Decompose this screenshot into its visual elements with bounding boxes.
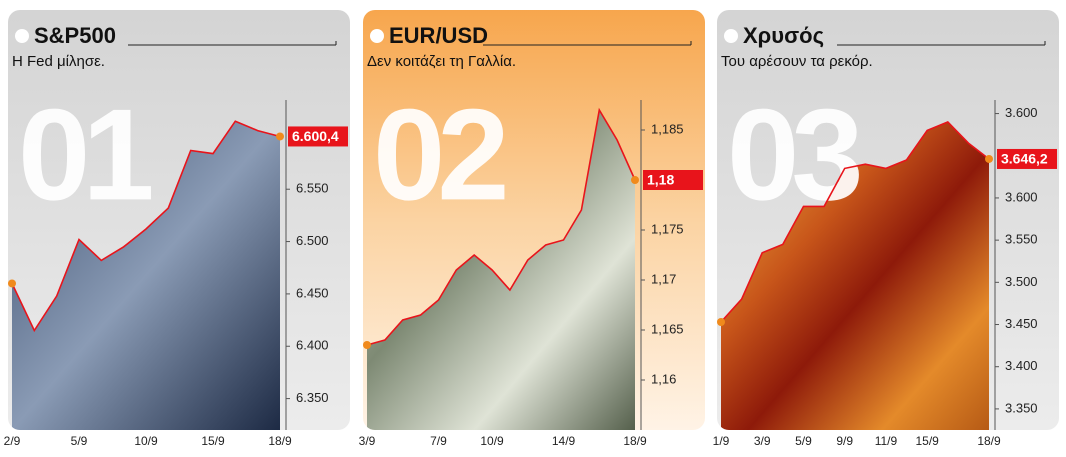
- value-label-box: [288, 126, 348, 147]
- y-tick-label: 3.450: [1005, 316, 1038, 331]
- y-tick-label: 6.350: [296, 390, 329, 405]
- y-tick-label: 3.350: [1005, 400, 1038, 415]
- x-tick-label: 18/9: [268, 434, 292, 448]
- end-dot: [985, 154, 993, 163]
- y-tick-label: 1,165: [651, 321, 684, 336]
- x-tick-label: 3/9: [359, 434, 376, 448]
- panel-title: EUR/USD: [389, 23, 488, 48]
- panel-subtitle: Η Fed μίλησε.: [12, 53, 105, 70]
- y-tick-label: 6.500: [296, 233, 329, 248]
- panel-clip: 03: [721, 81, 989, 430]
- x-tick-label: 7/9: [430, 434, 447, 448]
- value-label-box: [643, 170, 703, 190]
- x-tick-label: 1/9: [713, 434, 730, 448]
- x-tick-label: 18/9: [977, 434, 1001, 448]
- y-tick-label: 6.550: [296, 181, 329, 196]
- value-label: 1,18: [647, 172, 674, 188]
- y-tick-label: 1,16: [651, 371, 676, 386]
- end-dot: [631, 176, 639, 184]
- start-dot: [363, 341, 371, 349]
- badge-number: 01: [18, 81, 151, 227]
- y-tick-label: 3.600: [1005, 189, 1038, 204]
- photo-area: [367, 110, 635, 430]
- photo-area: [721, 122, 989, 430]
- photo-area: [12, 121, 280, 430]
- panel-subtitle: Δεν κοιτάζει τη Γαλλία.: [367, 53, 516, 70]
- title-dot: [370, 29, 384, 43]
- y-tick-label: 6.400: [296, 338, 329, 353]
- panel-title: S&P500: [34, 23, 116, 48]
- panel-title: Χρυσός: [743, 23, 824, 48]
- y-tick-label: 1,175: [651, 221, 684, 236]
- value-label-box: [997, 148, 1057, 169]
- x-tick-label: 5/9: [795, 434, 812, 448]
- y-tick-label: 3.550: [1005, 232, 1038, 247]
- price-line: [720, 121, 990, 323]
- x-tick-label: 15/9: [201, 434, 225, 448]
- price-line: [366, 107, 636, 346]
- x-tick-label: 3/9: [754, 434, 771, 448]
- panel: 01 S&P500 Η Fed μίλησε. 6.350 6.400 6.450 6.50…: [4, 10, 350, 448]
- y-tick-label: 1,185: [651, 121, 684, 136]
- y-tick-label: 3.600: [1005, 105, 1038, 120]
- start-dot: [8, 279, 16, 288]
- y-tick-label: 3.400: [1005, 358, 1038, 373]
- x-tick-label: 15/9: [915, 434, 939, 448]
- x-tick-label: 2/9: [4, 434, 21, 448]
- x-tick-label: 5/9: [71, 434, 88, 448]
- start-dot: [717, 317, 725, 326]
- title-dot: [724, 29, 738, 43]
- panel-subtitle: Του αρέσουν τα ρεκόρ.: [721, 53, 873, 70]
- end-dot: [276, 132, 284, 141]
- x-tick-label: 14/9: [552, 434, 576, 448]
- x-tick-label: 10/9: [134, 434, 158, 448]
- badge-number: 02: [373, 81, 505, 227]
- x-tick-label: 9/9: [836, 434, 853, 448]
- y-tick-label: 6.450: [296, 285, 329, 300]
- price-line: [11, 120, 281, 333]
- panel-clip: 02: [367, 81, 635, 430]
- value-label: 6.600,4: [292, 128, 339, 144]
- x-tick-label: 18/9: [623, 434, 647, 448]
- y-tick-label: 1,17: [651, 271, 676, 286]
- x-tick-label: 11/9: [875, 434, 898, 448]
- x-tick-label: 10/9: [480, 434, 504, 448]
- badge-number: 03: [727, 81, 859, 227]
- value-label: 3.646,2: [1001, 151, 1048, 167]
- panel-clip: 01: [12, 81, 280, 430]
- title-dot: [15, 29, 29, 43]
- panel: 02 EUR/USD Δεν κοιτάζει τη Γαλλία. 1,16 1,16…: [359, 10, 705, 448]
- panel: 03 Χρυσός Του αρέσουν τα ρεκόρ. 3.350 3.400 3…: [713, 10, 1059, 448]
- y-tick-label: 3.500: [1005, 274, 1038, 289]
